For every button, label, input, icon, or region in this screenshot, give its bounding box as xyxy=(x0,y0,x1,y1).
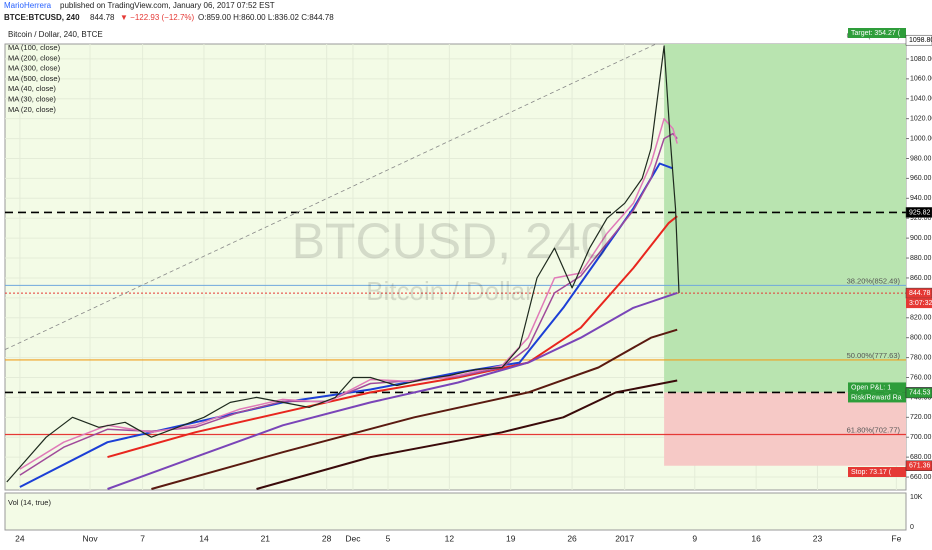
legend-entry: MA (200, close) xyxy=(8,53,61,62)
x-tick-label: 5 xyxy=(386,533,391,543)
position-label-bg xyxy=(848,382,906,393)
publisher: MarioHerrera xyxy=(4,1,52,10)
price-tag-label: 844.78 xyxy=(909,290,931,297)
position-label: Stop: 73.17 ( xyxy=(851,469,892,476)
y-tick-label: 680.00 xyxy=(910,454,932,461)
fib-label: 50.00%(777.63) xyxy=(847,351,901,360)
price-tag xyxy=(905,34,932,46)
y-tick-label: 660.00 xyxy=(910,474,932,481)
y-tick-label: 880.00 xyxy=(910,255,932,262)
ma-line xyxy=(19,117,678,470)
volume-pane xyxy=(4,492,907,531)
x-tick-label: 2017 xyxy=(615,533,634,543)
legend-entry: MA (40, close) xyxy=(8,84,56,93)
y-tick-label: 800.00 xyxy=(910,335,932,342)
legend-entry: MA (300, close) xyxy=(8,64,61,73)
y-tick-label: 780.00 xyxy=(910,354,932,361)
y-tick-label: 1040.00 xyxy=(910,96,932,103)
ohlc: O:859.00 H:860.00 L:836.02 C:844.78 xyxy=(198,13,334,22)
x-tick-label: 14 xyxy=(199,533,209,543)
legend-entry: MA (500, close) xyxy=(8,74,61,83)
position-label-bg xyxy=(848,28,906,38)
price-tag xyxy=(905,207,932,218)
price-tag xyxy=(905,387,932,399)
y-tick-label: 980.00 xyxy=(910,155,932,162)
x-tick-label: Fe xyxy=(891,533,901,543)
price-tag-label: 744.53 xyxy=(909,390,931,397)
x-tick-label: 23 xyxy=(813,533,823,543)
x-tick-label: 7 xyxy=(140,533,145,543)
x-tick-label: 19 xyxy=(506,533,516,543)
y-tick-label: 700.00 xyxy=(910,434,932,441)
ma-line xyxy=(107,291,678,490)
last-price: 844.78 xyxy=(90,13,115,22)
x-tick-label: 28 xyxy=(322,533,332,543)
y-tick-label: 940.00 xyxy=(910,195,932,202)
position-label: Target: 354.27 ( xyxy=(851,30,901,37)
y-tick-label: 900.00 xyxy=(910,235,932,242)
stop-zone xyxy=(664,392,906,466)
position-label: Risk/Reward Ra xyxy=(851,394,902,401)
countdown-bg xyxy=(906,298,932,309)
position-label-bg xyxy=(848,467,906,477)
price-tag-label: 1098.80 xyxy=(909,37,932,44)
trend-line xyxy=(5,44,657,350)
y-tick-label: 1000.00 xyxy=(910,135,932,142)
legend-entry: MA (100, close) xyxy=(8,43,61,52)
symbol: BTCE:BTCUSD, 240 xyxy=(4,13,80,22)
y-tick-label: 1060.00 xyxy=(910,76,932,83)
x-tick-label: 26 xyxy=(567,533,577,543)
ma-line xyxy=(151,328,678,490)
price-tag xyxy=(905,460,932,471)
countdown: 3:07:32 xyxy=(909,300,932,307)
x-tick-label: 16 xyxy=(751,533,761,543)
x-tick-label: 21 xyxy=(261,533,271,543)
chart-title: Bitcoin / Dollar, 240, BTCE xyxy=(8,30,103,39)
y-tick-label: 920.00 xyxy=(910,215,932,222)
volume-title: Vol (14, true) xyxy=(8,498,51,507)
published: published on TradingView.com, January 06… xyxy=(60,1,275,10)
y-tick-label: 960.00 xyxy=(910,175,932,182)
price-tag-label: 925.82 xyxy=(909,209,931,216)
position-label: Open P&L: 1 xyxy=(851,384,891,391)
ma-line xyxy=(256,379,678,490)
x-tick-label: 9 xyxy=(692,533,697,543)
plot xyxy=(5,44,906,490)
watermark: Bitcoin / Dollar xyxy=(366,276,534,306)
x-tick-label: Nov xyxy=(82,533,98,543)
legend-entry: MA (20, close) xyxy=(8,105,56,114)
y-tick-label: 1020.00 xyxy=(910,116,932,123)
volume-tick: 10K xyxy=(910,494,923,501)
x-tick-label: Dec xyxy=(345,533,361,543)
fib-label: 38.20%(852.49) xyxy=(847,276,901,285)
target-zone xyxy=(664,44,906,393)
legend-entry: MA (30, close) xyxy=(8,94,56,103)
y-tick-label: 860.00 xyxy=(910,275,932,282)
x-tick-label: 24 xyxy=(15,533,25,543)
fib-label: 61.80%(702.77) xyxy=(847,425,901,434)
volume-tick: 0 xyxy=(910,524,914,531)
position-label-bg xyxy=(848,392,906,403)
y-tick-label: 720.00 xyxy=(910,414,932,421)
watermark: BTCUSD, 240 xyxy=(292,213,609,269)
change: ▼ −122.93 (−12.7%) xyxy=(120,13,195,22)
y-tick-label: 760.00 xyxy=(910,374,932,381)
price-line xyxy=(6,45,680,483)
y-tick-label: 1080.00 xyxy=(910,56,932,63)
y-tick-label: 820.00 xyxy=(910,315,932,322)
x-tick-label: 12 xyxy=(445,533,455,543)
price-tag-label: 671.36 xyxy=(909,463,931,470)
